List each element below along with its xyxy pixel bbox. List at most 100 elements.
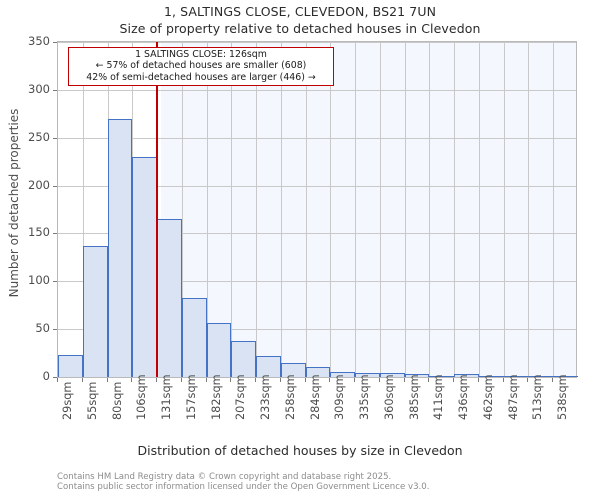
x-tick-mark (131, 378, 133, 382)
bar (206, 323, 232, 377)
bar (429, 375, 455, 377)
y-tick-mark (53, 281, 57, 283)
x-tick-mark (477, 378, 479, 382)
gridline-horizontal (58, 233, 576, 235)
footer-line-1: Contains HM Land Registry data © Crown c… (57, 472, 392, 482)
x-tick-mark (428, 378, 430, 382)
x-tick-label: 157sqm (184, 374, 198, 420)
gridline-horizontal (58, 329, 576, 331)
y-tick-label: 100 (28, 273, 50, 288)
gridline-horizontal (58, 185, 576, 187)
x-tick-mark (57, 378, 58, 382)
gridline-vertical (280, 42, 282, 377)
bar (503, 376, 529, 377)
x-tick-mark (106, 378, 108, 382)
y-tick-label: 150 (28, 225, 50, 240)
x-tick-mark (230, 378, 232, 382)
bar (528, 375, 554, 377)
x-tick-label: 360sqm (382, 374, 396, 420)
x-tick-mark (279, 378, 281, 382)
footer-attribution: Contains HM Land Registry data © Crown c… (57, 472, 577, 492)
x-tick-mark (453, 378, 455, 382)
y-tick-label: 200 (28, 177, 50, 192)
bar (181, 297, 207, 377)
x-tick-label: 462sqm (481, 374, 495, 420)
gridline-vertical (82, 42, 84, 377)
bar (404, 374, 430, 377)
property-size-marker (156, 42, 159, 377)
x-tick-label: 258sqm (283, 374, 297, 420)
bar (231, 340, 257, 377)
y-tick-mark (53, 42, 57, 43)
y-tick-mark (53, 89, 57, 91)
x-tick-label: 335sqm (358, 374, 372, 420)
x-tick-label: 131sqm (160, 374, 174, 420)
annotation-line-1: 1 SALTINGS CLOSE: 126sqm (135, 49, 267, 60)
x-tick-mark (329, 378, 331, 382)
x-tick-mark (156, 378, 158, 382)
y-tick-label: 300 (28, 81, 50, 96)
x-tick-label: 80sqm (110, 381, 124, 420)
x-tick-label: 385sqm (407, 374, 421, 420)
gridline-vertical (355, 42, 357, 377)
gridline-horizontal (58, 137, 576, 139)
x-tick-label: 55sqm (85, 381, 99, 420)
gridline-vertical (330, 42, 332, 377)
x-tick-label: 233sqm (259, 374, 273, 420)
annotation-line-3: 42% of semi-detached houses are larger (… (86, 71, 316, 83)
gridline-horizontal (58, 89, 576, 91)
x-tick-label: 106sqm (135, 374, 149, 420)
gridline-vertical (429, 42, 431, 377)
bar (157, 219, 182, 377)
y-tick-label: 350 (28, 34, 50, 48)
gridline-horizontal (58, 281, 576, 283)
x-tick-label: 436sqm (457, 374, 471, 420)
bar (355, 373, 380, 377)
x-tick-label: 207sqm (234, 374, 248, 420)
gridline-vertical (404, 42, 406, 377)
gridline-vertical (379, 42, 381, 377)
bar (553, 375, 578, 377)
bar (280, 362, 306, 377)
x-tick-label: 309sqm (333, 374, 347, 420)
bar (132, 156, 158, 377)
footer-line-2: Contains public sector information licen… (57, 482, 430, 493)
x-tick-mark (527, 378, 529, 382)
gridline-vertical (454, 42, 456, 377)
bar (107, 118, 133, 377)
x-tick-mark (502, 378, 504, 382)
annotation-line-2: ← 57% of detached houses are smaller (60… (95, 60, 307, 72)
x-tick-label: 487sqm (506, 374, 520, 420)
gridline-vertical (256, 42, 258, 377)
x-tick-mark (304, 378, 306, 382)
x-tick-mark (205, 378, 207, 382)
gridline-vertical (231, 42, 233, 377)
x-tick-mark (180, 378, 182, 382)
bar (305, 367, 331, 377)
y-tick-label: 250 (28, 129, 50, 144)
x-axis-label: Distribution of detached houses by size … (137, 443, 463, 458)
x-tick-mark (354, 378, 356, 382)
x-tick-mark (255, 378, 257, 382)
gridline-horizontal (58, 42, 576, 43)
y-tick-mark (53, 329, 57, 331)
y-tick-label: 50 (35, 321, 50, 336)
y-tick-mark (53, 185, 57, 187)
gridline-vertical (478, 42, 480, 377)
y-tick-mark (53, 377, 57, 378)
x-tick-mark (81, 378, 83, 382)
bar (256, 355, 281, 377)
chart-subtitle: Size of property relative to detached ho… (119, 21, 481, 36)
bar (330, 372, 356, 377)
gridline-vertical (528, 42, 530, 377)
x-tick-label: 284sqm (308, 374, 322, 420)
x-tick-label: 182sqm (209, 374, 223, 420)
gridline-vertical (503, 42, 505, 377)
bar (478, 375, 504, 377)
x-tick-label: 29sqm (61, 381, 74, 420)
bar (379, 373, 405, 377)
highlight-region (161, 42, 576, 377)
x-tick-label: 513sqm (531, 374, 545, 420)
bar (82, 245, 108, 377)
